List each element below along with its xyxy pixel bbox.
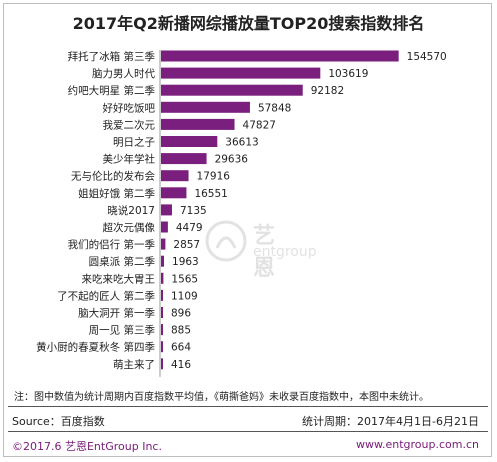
category-label: 拜托了冰箱 第三季 [68,50,156,63]
bar [161,255,165,267]
bar [161,289,163,301]
source-label: Source：百度指数 [12,415,105,428]
bar [161,84,303,96]
value-label: 154570 [407,51,447,63]
category-label: 姐姐好饿 第二季 [78,187,155,200]
watermark-chinese: 艺恩 [253,224,276,281]
value-label: 92182 [311,85,344,97]
footnote: 注：图中数值为统计周期内百度指数平均值，《萌撕爸妈》未收录百度指数中，本图中未统… [14,392,429,403]
category-label: 来吃来吃大胃王 [82,272,156,285]
value-label: 4479 [176,222,203,234]
value-label: 416 [171,359,191,371]
entgroup-logo-icon [205,220,247,262]
category-label: 无与伦比的发布会 [71,170,155,183]
bar [161,324,163,336]
category-label: 晓说2017 [107,204,155,217]
bar [161,170,189,182]
chart-frame [3,3,492,457]
value-label: 896 [171,308,191,320]
watermark: 艺恩 entgroup [205,220,317,281]
bar [161,221,168,233]
value-label: 1963 [172,256,199,268]
period-label: 统计周期：2017年4月1日-6月21日 [302,415,479,428]
divider-bottom [8,431,488,432]
category-label: 脑大洞开 第一季 [78,307,155,320]
bar [161,307,163,318]
watermark-english: entgroup [253,244,317,260]
bar [161,204,172,216]
category-label: 脑力男人时代 [92,67,155,80]
bar [161,67,321,79]
bar [161,238,166,250]
value-label: 2857 [173,239,200,251]
divider-top [8,406,488,407]
value-label: 885 [171,325,191,337]
value-label: 17916 [197,171,231,183]
bar-chart: 拜托了冰箱 第三季 154570 脑力男人时代 103619 约吧大明星 第二季 9218… [36,50,447,377]
value-label: 103619 [328,68,368,80]
bar [161,341,163,353]
category-label: 美少年学社 [103,153,156,166]
chart-title: 2017年Q2新播网综播放量TOP20搜索指数排名 [72,14,425,33]
category-label: 好好吃饭吧 [103,101,156,114]
value-label: 664 [171,342,191,354]
copyright: ©2017.6 艺恩EntGroup Inc. [12,440,162,453]
bar [161,101,250,113]
value-label: 1109 [171,290,198,302]
website-link[interactable]: www.entgroup.com.cn [356,438,479,451]
category-label: 我们的侣行 第一季 [68,238,156,251]
bar [161,187,187,199]
value-label: 36613 [225,137,258,149]
category-label: 萌主来了 [113,358,155,371]
category-label: 明日之子 [113,136,155,149]
category-label: 我爱二次元 [103,118,156,131]
bar [161,272,164,284]
value-label: 47827 [243,119,276,131]
value-label: 7135 [180,205,207,217]
value-label: 16551 [194,188,227,200]
category-label: 周一见 第三季 [89,324,156,337]
category-label: 黄小厨的春夏秋冬 第四季 [36,341,155,354]
bar [161,136,218,147]
category-label: 超次元偶像 [103,221,156,234]
category-label: 了不起的匠人 第二季 [57,289,155,302]
value-label: 29636 [215,154,249,166]
bar [161,358,163,370]
bar [161,118,235,130]
category-label: 约吧大明星 第二季 [68,84,156,97]
value-label: 57848 [258,102,291,114]
bar [161,50,399,62]
value-label: 1565 [171,273,198,285]
category-label: 圆桌派 第二季 [89,255,156,268]
bar [161,153,207,165]
